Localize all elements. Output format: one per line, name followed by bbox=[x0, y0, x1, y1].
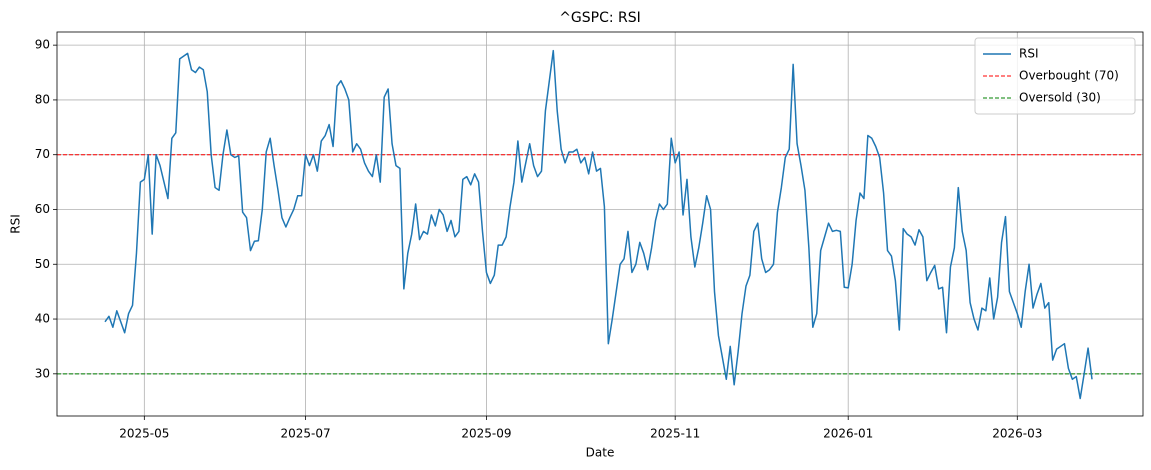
legend-box bbox=[974, 37, 1136, 115]
x-tick-label: 2025-09 bbox=[461, 427, 511, 441]
x-tick-label: 2026-03 bbox=[992, 427, 1042, 441]
x-tick-label: 2025-11 bbox=[650, 427, 700, 441]
y-tick-label: 40 bbox=[35, 312, 50, 326]
legend-label: Oversold (30) bbox=[1019, 91, 1101, 105]
legend: RSI Overbought (70) Oversold (30) bbox=[974, 37, 1136, 115]
x-tick-label: 2025-07 bbox=[280, 427, 330, 441]
x-tick-label: 2026-01 bbox=[823, 427, 873, 441]
y-tick-label: 80 bbox=[35, 92, 50, 106]
y-tick-label: 60 bbox=[35, 202, 50, 216]
data-line bbox=[104, 49, 1093, 400]
x-tick-label: 2025-05 bbox=[119, 427, 169, 441]
legend-label: RSI bbox=[1019, 47, 1039, 61]
y-tick-label: 90 bbox=[35, 38, 50, 52]
legend-label: Overbought (70) bbox=[1019, 69, 1119, 83]
y-tick-label: 50 bbox=[35, 257, 50, 271]
y-axis-label: RSI bbox=[9, 214, 23, 234]
x-axis-label: Date bbox=[586, 446, 615, 460]
y-tick-label: 30 bbox=[35, 366, 50, 380]
chart-title: ^GSPC: RSI bbox=[559, 10, 641, 26]
y-tick-label: 70 bbox=[35, 147, 50, 161]
plot-frame bbox=[56, 31, 1144, 417]
